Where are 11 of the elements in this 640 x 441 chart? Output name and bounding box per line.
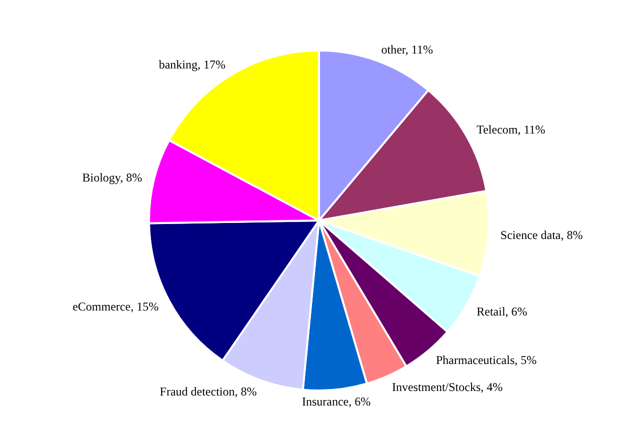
slice-label: banking, 17% — [158, 57, 226, 72]
slice-label: Pharmaceuticals, 5% — [436, 352, 537, 367]
slice-label: eCommerce, 15% — [72, 299, 159, 314]
slice-label: Investment/Stocks, 4% — [392, 380, 503, 394]
slice-label: Biology, 8% — [82, 170, 142, 185]
slice-label: Insurance, 6% — [302, 394, 371, 409]
slice-label: Fraud detection, 8% — [160, 384, 257, 399]
slice-label: Telecom, 11% — [476, 122, 546, 136]
slice-label: other, 11% — [381, 42, 433, 56]
slice-label: Retail, 6% — [476, 304, 528, 318]
slice-label: Science data, 8% — [500, 228, 583, 242]
